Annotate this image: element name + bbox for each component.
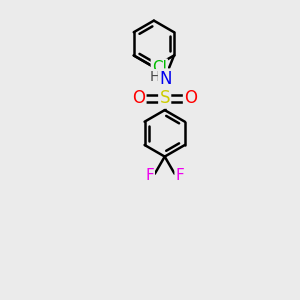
Text: O: O bbox=[184, 89, 197, 107]
Text: N: N bbox=[159, 70, 172, 88]
Text: H: H bbox=[149, 70, 160, 84]
Text: F: F bbox=[145, 168, 154, 183]
Text: F: F bbox=[176, 168, 184, 183]
Text: Cl: Cl bbox=[152, 60, 167, 75]
Text: S: S bbox=[160, 89, 170, 107]
Text: O: O bbox=[132, 89, 145, 107]
